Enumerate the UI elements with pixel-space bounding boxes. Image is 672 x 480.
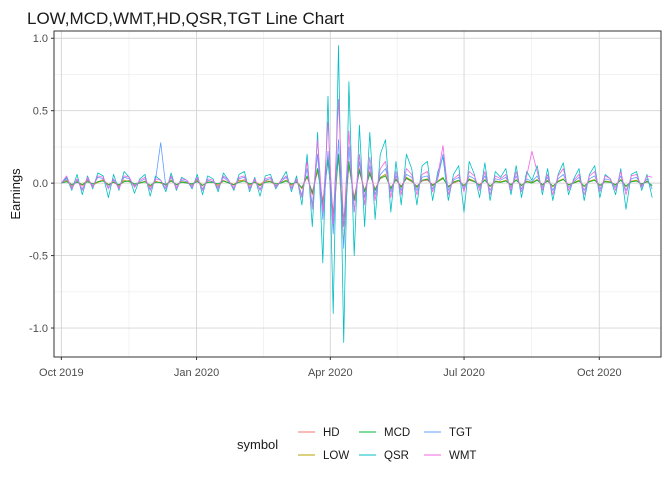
chart-title: LOW,MCD,WMT,HD,QSR,TGT Line Chart — [27, 9, 344, 28]
legend: symbol HD LOW MCD QSR TGT WMT — [237, 427, 476, 462]
y-tick-label: -0.5 — [29, 251, 48, 263]
axes: 1.0 0.5 0.0 -0.5 -1.0 Oct 2019 Jan 2020 Apr 202… — [29, 33, 622, 379]
x-tick-label: Apr 2020 — [308, 367, 353, 379]
plot-panel-border — [53, 30, 662, 358]
x-tick-label: Jan 2020 — [174, 367, 219, 379]
y-tick-label: 0.0 — [33, 178, 48, 190]
x-tick-label: Oct 2020 — [577, 367, 622, 379]
y-tick-label: 1.0 — [33, 33, 48, 45]
legend-label-hd: HD — [323, 427, 340, 439]
x-tick-label: Oct 2019 — [39, 367, 84, 379]
legend-label-low: LOW — [323, 450, 349, 462]
legend-label-wmt: WMT — [449, 450, 476, 462]
series-line-wmt — [60, 98, 653, 228]
y-axis-title: Earnings — [8, 168, 23, 220]
legend-label-tgt: TGT — [449, 427, 472, 439]
legend-title: symbol — [237, 437, 278, 452]
y-tick-label: 0.5 — [33, 106, 48, 118]
legend-label-qsr: QSR — [384, 450, 409, 462]
y-tick-label: -1.0 — [29, 323, 48, 335]
series-lines — [60, 45, 653, 343]
legend-label-mcd: MCD — [384, 427, 410, 439]
x-tick-label: Jul 2020 — [443, 367, 485, 379]
